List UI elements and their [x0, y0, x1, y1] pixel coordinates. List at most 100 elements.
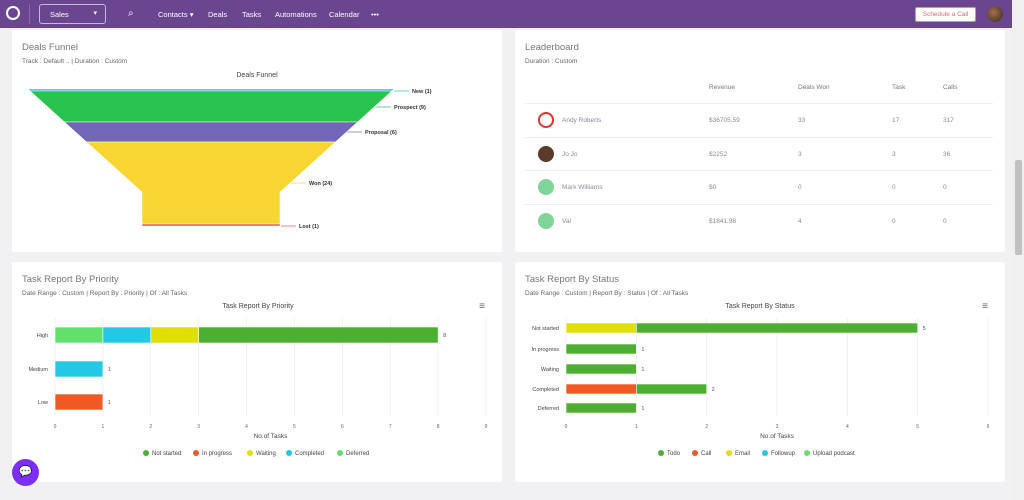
legend-marker	[692, 450, 698, 456]
funnel-label: Won (24)	[309, 181, 332, 187]
y-tick-label: Medium	[28, 367, 48, 373]
more-icon[interactable]: •••	[371, 10, 379, 19]
revenue-value: $36705.59	[709, 117, 740, 124]
legend-item[interactable]: Waiting	[247, 450, 276, 457]
nav-deals[interactable]: Deals	[208, 10, 228, 19]
x-tick-label: 0	[54, 424, 57, 430]
user-name[interactable]: Mark Williams	[562, 184, 603, 191]
row-divider	[525, 203, 993, 205]
x-tick-label: 0	[565, 424, 568, 430]
legend-item[interactable]: Deferred	[337, 450, 369, 457]
user-avatar[interactable]	[987, 6, 1003, 22]
avatar	[538, 179, 554, 195]
card-subtitle: Date Range : Custom | Report By : Status…	[525, 290, 689, 297]
chevron-down-icon: ▾	[93, 10, 97, 17]
bar-segment[interactable]	[54, 360, 104, 378]
bar-segment[interactable]	[565, 402, 637, 414]
x-tick-label: 5	[293, 424, 296, 430]
legend-item[interactable]: Completed	[286, 450, 324, 457]
chart-menu-icon[interactable]: ≡	[982, 301, 988, 312]
legend-item[interactable]: Not started	[143, 450, 181, 457]
x-tick-label: 2	[705, 424, 708, 430]
x-tick-label: 7	[389, 424, 392, 430]
row-divider	[525, 103, 993, 104]
funnel-segment-lost[interactable]	[141, 223, 281, 227]
bar-total-label: 1	[108, 367, 111, 373]
user-name[interactable]: Andy Roberts	[562, 117, 602, 124]
revenue-value: $2252	[709, 150, 728, 158]
legend-label: In progress	[202, 451, 232, 457]
bar-segment[interactable]	[54, 393, 104, 411]
legend-marker	[658, 450, 664, 456]
col-deals-won: Deals Won	[798, 84, 830, 91]
deals-won-value: 4	[798, 217, 802, 225]
divider	[29, 4, 30, 24]
legend-item[interactable]: Email	[726, 450, 750, 457]
x-tick-label: 1	[635, 424, 638, 430]
bar-total-label: 8	[443, 333, 446, 339]
nav-tasks[interactable]: Tasks	[242, 10, 262, 19]
bar-total-label: 1	[641, 347, 644, 353]
card-subtitle: Track : Default .. | Duration : Custom	[22, 58, 128, 65]
task-value: 17	[892, 117, 900, 124]
nav-contacts[interactable]: Contacts ▾	[158, 10, 194, 19]
card-subtitle: Date Range : Custom | Report By : Priori…	[22, 290, 188, 297]
deals-won-value: 0	[798, 184, 802, 191]
revenue-value: $1841.98	[709, 217, 737, 225]
y-tick-label: Low	[38, 400, 48, 406]
schedule-call-button[interactable]: Schedule a Call	[915, 7, 976, 22]
app-logo-icon[interactable]	[6, 6, 20, 20]
row-divider	[525, 170, 993, 171]
y-tick-label: High	[37, 333, 48, 339]
calls-value: 0	[943, 184, 947, 191]
x-tick-label: 4	[846, 424, 849, 430]
legend-item[interactable]: Todo	[658, 450, 681, 457]
chart-title: Task Report By Priority	[222, 303, 294, 310]
legend-item[interactable]: Upload podcast	[804, 450, 855, 457]
legend-marker	[143, 450, 149, 456]
legend-label: Call	[701, 451, 711, 457]
legend-marker	[286, 450, 292, 456]
bar-segment[interactable]	[565, 322, 637, 334]
nav-automations[interactable]: Automations	[275, 10, 317, 19]
search-icon[interactable]: ⌕	[128, 8, 134, 19]
y-tick-label: Completed	[532, 387, 559, 393]
bar-segment[interactable]	[636, 322, 918, 334]
deals-won-value: 33	[798, 117, 806, 124]
nav-calendar[interactable]: Calendar	[329, 10, 360, 19]
col-calls: Calls	[943, 84, 958, 91]
legend-item[interactable]: Followup	[762, 450, 796, 457]
bar-segment[interactable]	[565, 383, 637, 395]
chat-button[interactable]: 💬	[12, 459, 39, 486]
bar-segment[interactable]	[636, 383, 707, 395]
legend-label: Todo	[667, 451, 681, 457]
legend-item[interactable]: In progress	[193, 450, 232, 457]
bar-segment[interactable]	[565, 343, 637, 355]
y-tick-label: Not started	[532, 326, 559, 332]
x-tick-label: 2	[149, 424, 152, 430]
y-tick-label: In progress	[531, 347, 559, 353]
legend-item[interactable]: Call	[692, 450, 711, 457]
bar-total-label: 1	[108, 400, 111, 406]
bar-segment[interactable]	[198, 326, 439, 344]
task-value: 0	[892, 217, 896, 225]
revenue-value: $0	[709, 184, 717, 191]
card-title: Deals Funnel	[22, 42, 78, 53]
deals-funnel-chart: Deals Funnel New (1) Prospect (9) Proposal…	[27, 72, 432, 230]
card-title: Task Report By Status	[525, 274, 619, 285]
user-name[interactable]: Val	[562, 217, 571, 225]
legend-label: Deferred	[346, 451, 369, 457]
calls-value: 36	[943, 150, 951, 158]
legend-label: Not started	[152, 451, 181, 457]
row-divider	[525, 136, 993, 138]
bar-segment[interactable]	[565, 363, 637, 375]
chart-menu-icon[interactable]: ≡	[479, 301, 485, 312]
leaderboard-card: Leaderboard Duration : Custom Revenue De…	[515, 30, 1005, 252]
scrollbar-thumb[interactable]	[1015, 160, 1022, 255]
col-task: Task	[892, 84, 906, 91]
x-tick-label: 4	[245, 424, 248, 430]
calls-value: 317	[943, 117, 954, 124]
bar-total-label: 1	[641, 406, 644, 412]
module-select[interactable]: Sales ▾	[39, 4, 106, 24]
user-name[interactable]: Jo Jo	[562, 150, 578, 158]
